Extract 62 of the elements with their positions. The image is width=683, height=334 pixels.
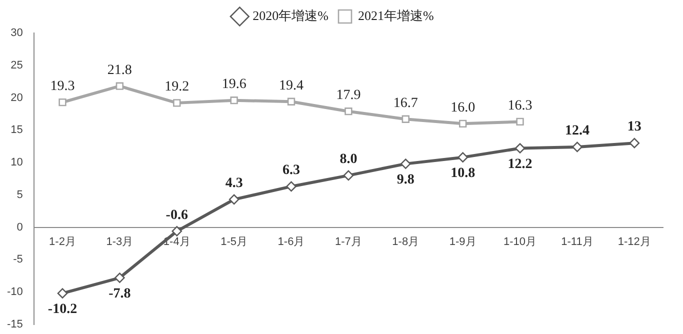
- x-tick-label: 1-6月: [278, 236, 305, 248]
- point: [57, 288, 68, 298]
- y-tick-label: 10: [10, 156, 23, 169]
- point: [286, 181, 296, 192]
- point: [400, 158, 411, 169]
- data-label: 4.3: [225, 176, 243, 192]
- y-tick-label: -5: [13, 254, 23, 266]
- data-label: 9.8: [396, 172, 414, 188]
- data-label: 19.6: [222, 77, 246, 92]
- x-tick-label: 1-7月: [334, 236, 362, 248]
- legend-label: 2020年增速%: [252, 8, 329, 23]
- data-label: 21.8: [107, 62, 132, 78]
- point: [228, 194, 240, 205]
- data-label: 10.8: [450, 166, 476, 181]
- point: [116, 82, 124, 90]
- data-label: 16.3: [508, 98, 532, 114]
- data-label: 6.3: [282, 163, 300, 178]
- x-tick-label: 1-9月: [449, 236, 476, 248]
- data-label: 12.4: [564, 124, 590, 139]
- point: [58, 98, 66, 106]
- x-tick-label: 1-11月: [561, 236, 594, 248]
- point: [287, 98, 296, 106]
- point: [343, 170, 354, 181]
- y-tick-label: 0: [16, 221, 23, 234]
- y-tick-label: 15: [10, 124, 23, 136]
- data-label: 17.9: [336, 88, 361, 104]
- y-tick-label: 20: [10, 92, 23, 104]
- data-label: 8.0: [340, 152, 358, 168]
- data-label: 19.2: [164, 80, 190, 95]
- point: [629, 138, 640, 148]
- data-label: 13: [627, 120, 642, 135]
- legend-label: 2021年增速%: [358, 8, 434, 23]
- data-label: 16.0: [450, 100, 476, 116]
- x-tick-label: 1-8月: [392, 236, 420, 248]
- point: [458, 152, 468, 162]
- x-tick-label: 1-5月: [220, 236, 248, 248]
- y-tick-label: 30: [10, 27, 23, 40]
- x-tick-label: 1-12月: [618, 236, 651, 248]
- data-label: -7.8: [108, 286, 131, 302]
- x-tick-label: 1-2月: [49, 236, 76, 248]
- x-tick-label: 1-10月: [504, 236, 537, 248]
- data-label: -0.6: [166, 208, 188, 223]
- x-tick-label: 1-3月: [106, 236, 134, 248]
- data-label: 19.4: [279, 78, 304, 94]
- y-tick-label: 25: [10, 59, 23, 72]
- point: [172, 226, 182, 236]
- y-tick-label: -15: [6, 318, 23, 330]
- data-label: 12.2: [508, 156, 532, 172]
- point: [459, 120, 467, 128]
- point: [572, 142, 582, 152]
- y-tick-label: 5: [16, 188, 23, 201]
- data-label: -10.2: [48, 302, 78, 317]
- point: [230, 96, 238, 104]
- point: [514, 143, 526, 154]
- point: [516, 118, 524, 126]
- point: [402, 115, 410, 123]
- y-tick-label: -10: [6, 286, 23, 298]
- point: [114, 272, 125, 283]
- point: [344, 108, 352, 116]
- data-label: 16.7: [393, 96, 418, 111]
- data-label: 19.3: [50, 78, 75, 94]
- point: [173, 99, 181, 107]
